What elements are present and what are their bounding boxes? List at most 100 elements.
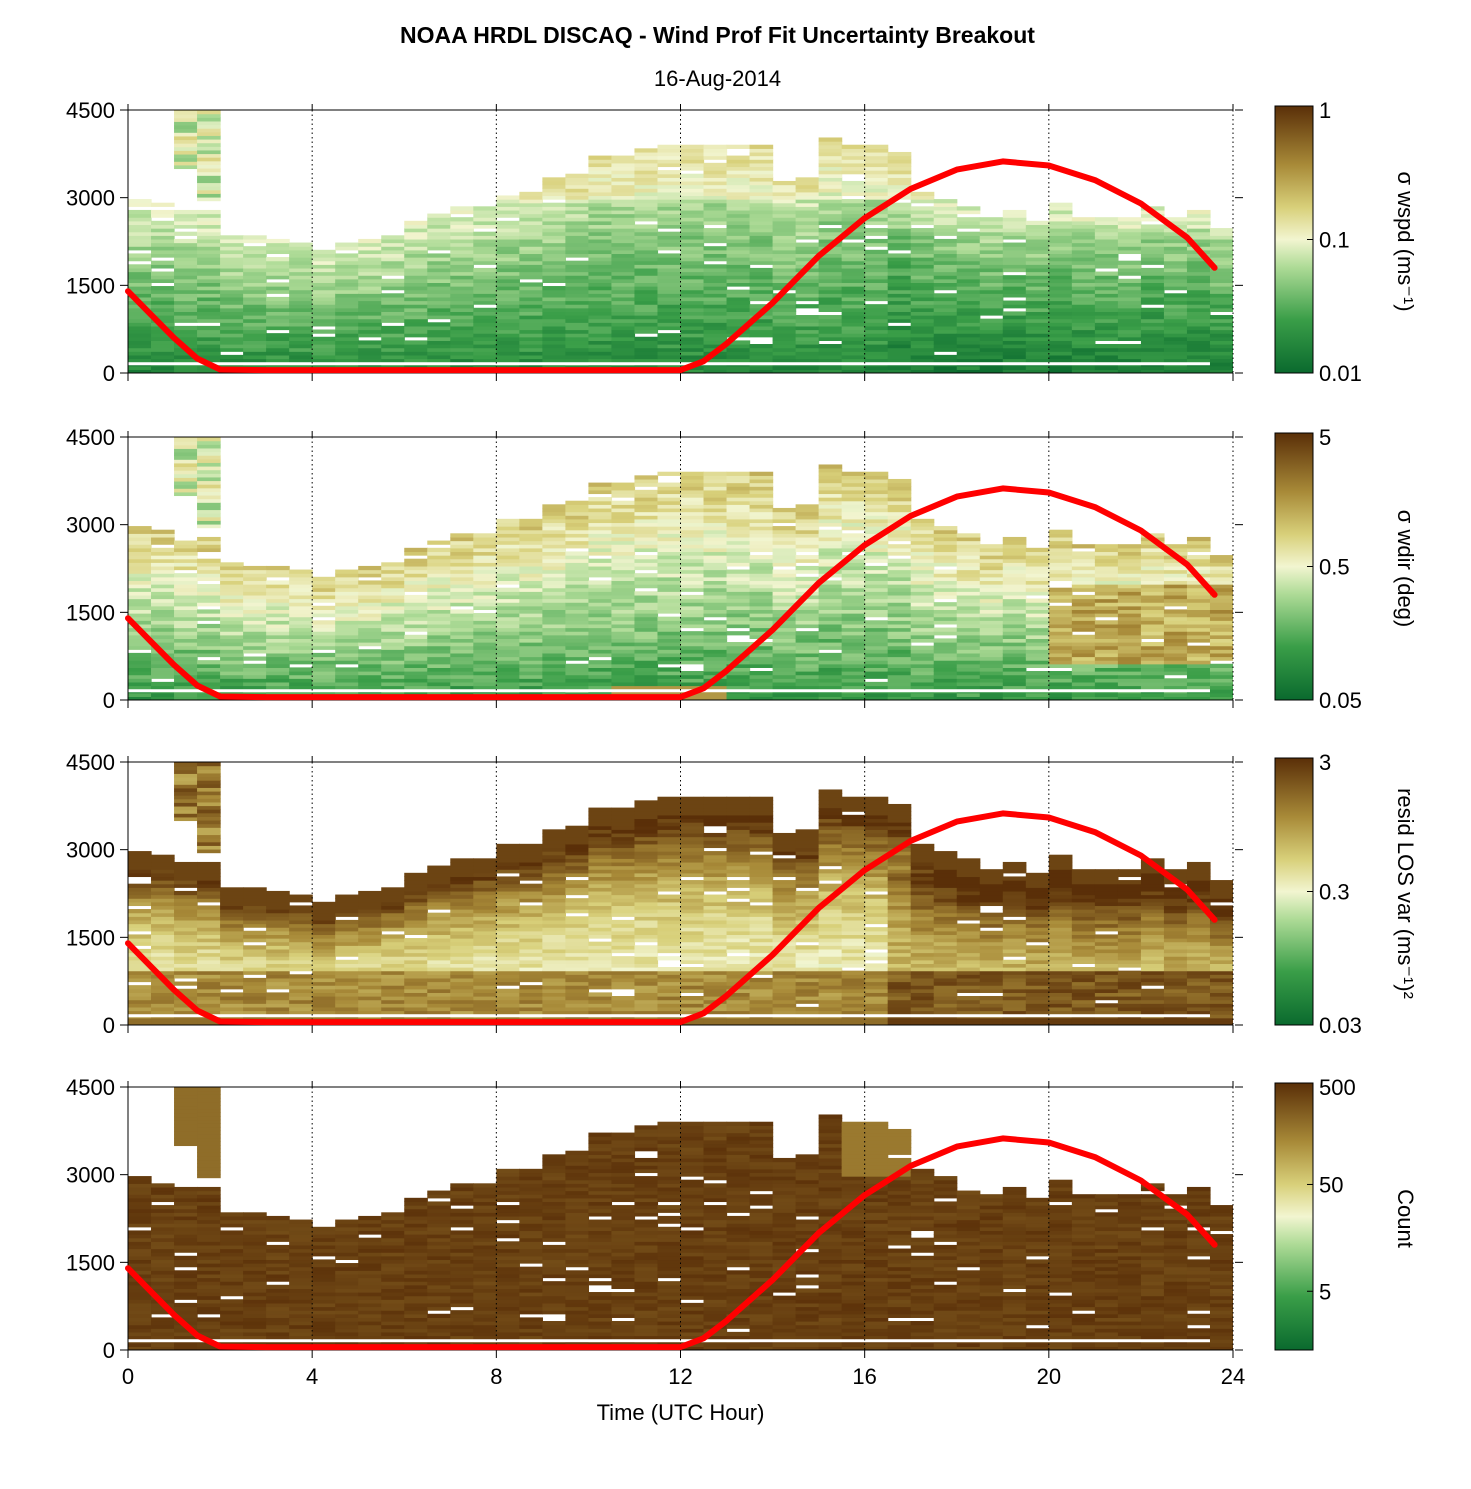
- heatmap-cell: [381, 674, 405, 679]
- heatmap-cell: [128, 883, 152, 888]
- heatmap-cell: [266, 923, 290, 928]
- heatmap-cell: [910, 315, 935, 320]
- heatmap-cell: [588, 271, 613, 276]
- heatmap-cell: [611, 166, 636, 171]
- heatmap-cell: [450, 652, 474, 658]
- heatmap-cell: [1140, 671, 1165, 676]
- heatmap-cell: [726, 238, 751, 244]
- heatmap-cell: [519, 573, 543, 578]
- heatmap-cell: [933, 347, 958, 352]
- heatmap-cell: [841, 663, 866, 668]
- heatmap-cell: [841, 188, 866, 193]
- heatmap-cell: [887, 678, 912, 683]
- heatmap-cell: [220, 347, 244, 352]
- heatmap-cell: [151, 945, 175, 950]
- heatmap-cell: [841, 642, 866, 647]
- heatmap-cell: [818, 151, 843, 157]
- heatmap-cell: [473, 260, 497, 265]
- heatmap-cell: [427, 569, 451, 574]
- heatmap-cell: [795, 511, 820, 516]
- heatmap-cell: [657, 526, 682, 531]
- heatmap-cell: [956, 660, 981, 665]
- heatmap-cell: [749, 587, 774, 592]
- heatmap-cell: [726, 199, 751, 204]
- heatmap-cell: [1002, 663, 1027, 668]
- heatmap-cell: [1163, 696, 1188, 700]
- heatmap-cell: [726, 529, 751, 534]
- heatmap-cell: [1048, 228, 1073, 233]
- heatmap-cell: [910, 195, 935, 200]
- heatmap-cell: [933, 671, 958, 676]
- heatmap-cell: [1186, 264, 1211, 269]
- heatmap-cell: [956, 663, 981, 668]
- heatmap-cell: [1048, 649, 1073, 654]
- heatmap-cell: [220, 685, 244, 690]
- heatmap-cell: [703, 555, 728, 560]
- heatmap-cell: [450, 602, 474, 607]
- heatmap-cell: [864, 500, 889, 505]
- heatmap-cell: [174, 865, 198, 870]
- heatmap-cell: [588, 325, 613, 331]
- heatmap-cell: [887, 576, 912, 582]
- heatmap-cell: [680, 660, 705, 665]
- heatmap-cell: [1002, 260, 1027, 265]
- heatmap-cell: [979, 369, 1004, 373]
- heatmap-cell: [519, 336, 543, 341]
- heatmap-cell: [1163, 634, 1188, 639]
- heatmap-cell: [174, 663, 198, 668]
- heatmap-cell: [1002, 667, 1027, 672]
- heatmap-cell: [565, 195, 590, 200]
- heatmap-cell: [749, 333, 774, 338]
- heatmap-cell: [289, 631, 313, 636]
- heatmap-cell: [910, 238, 935, 244]
- heatmap-cell: [542, 660, 566, 665]
- heatmap-cell: [588, 358, 613, 363]
- heatmap-cell: [749, 315, 774, 320]
- heatmap-cell: [381, 333, 405, 338]
- heatmap-cell: [174, 117, 198, 122]
- heatmap-cell: [1071, 634, 1096, 639]
- heatmap-cell: [887, 663, 912, 668]
- heatmap-cell: [1002, 213, 1027, 218]
- heatmap-cell: [174, 264, 198, 269]
- heatmap-cell: [588, 351, 613, 356]
- data-gap-line: [128, 689, 1210, 693]
- heatmap-cell: [841, 311, 866, 316]
- heatmap-cell: [473, 631, 497, 636]
- heatmap-cell: [197, 627, 221, 632]
- heatmap-cell: [588, 249, 613, 255]
- heatmap-cell: [220, 631, 244, 636]
- heatmap-cell: [1140, 609, 1165, 614]
- heatmap-cell: [197, 594, 221, 600]
- heatmap-cell: [818, 336, 843, 341]
- heatmap-cell: [1163, 267, 1188, 273]
- heatmap-cell: [289, 358, 313, 363]
- heatmap-cell: [1140, 627, 1165, 632]
- heatmap-cell: [588, 565, 613, 571]
- heatmap-cell: [565, 656, 590, 661]
- heatmap-cell: [611, 489, 636, 495]
- heatmap-cell: [1140, 692, 1165, 697]
- heatmap-cell: [381, 645, 405, 650]
- heatmap-cell: [887, 486, 912, 491]
- heatmap-cell: [151, 963, 175, 968]
- heatmap-cell: [174, 217, 198, 222]
- heatmap-cell: [818, 475, 843, 480]
- heatmap-cell: [680, 293, 705, 298]
- heatmap-cell: [841, 278, 866, 284]
- heatmap-cell: [772, 267, 797, 273]
- heatmap-cell: [519, 580, 543, 585]
- heatmap-cell: [1163, 369, 1188, 373]
- heatmap-cell: [473, 591, 497, 596]
- heatmap-cell: [220, 623, 244, 629]
- heatmap-cell: [795, 580, 820, 585]
- heatmap-cell: [335, 315, 359, 320]
- heatmap-cell: [634, 344, 659, 349]
- heatmap-cell: [818, 253, 843, 258]
- heatmap-cell: [680, 587, 705, 592]
- heatmap-cell: [243, 678, 267, 683]
- heatmap-cell: [197, 663, 221, 668]
- heatmap-cell: [1002, 347, 1027, 352]
- heatmap-cell: [910, 660, 935, 665]
